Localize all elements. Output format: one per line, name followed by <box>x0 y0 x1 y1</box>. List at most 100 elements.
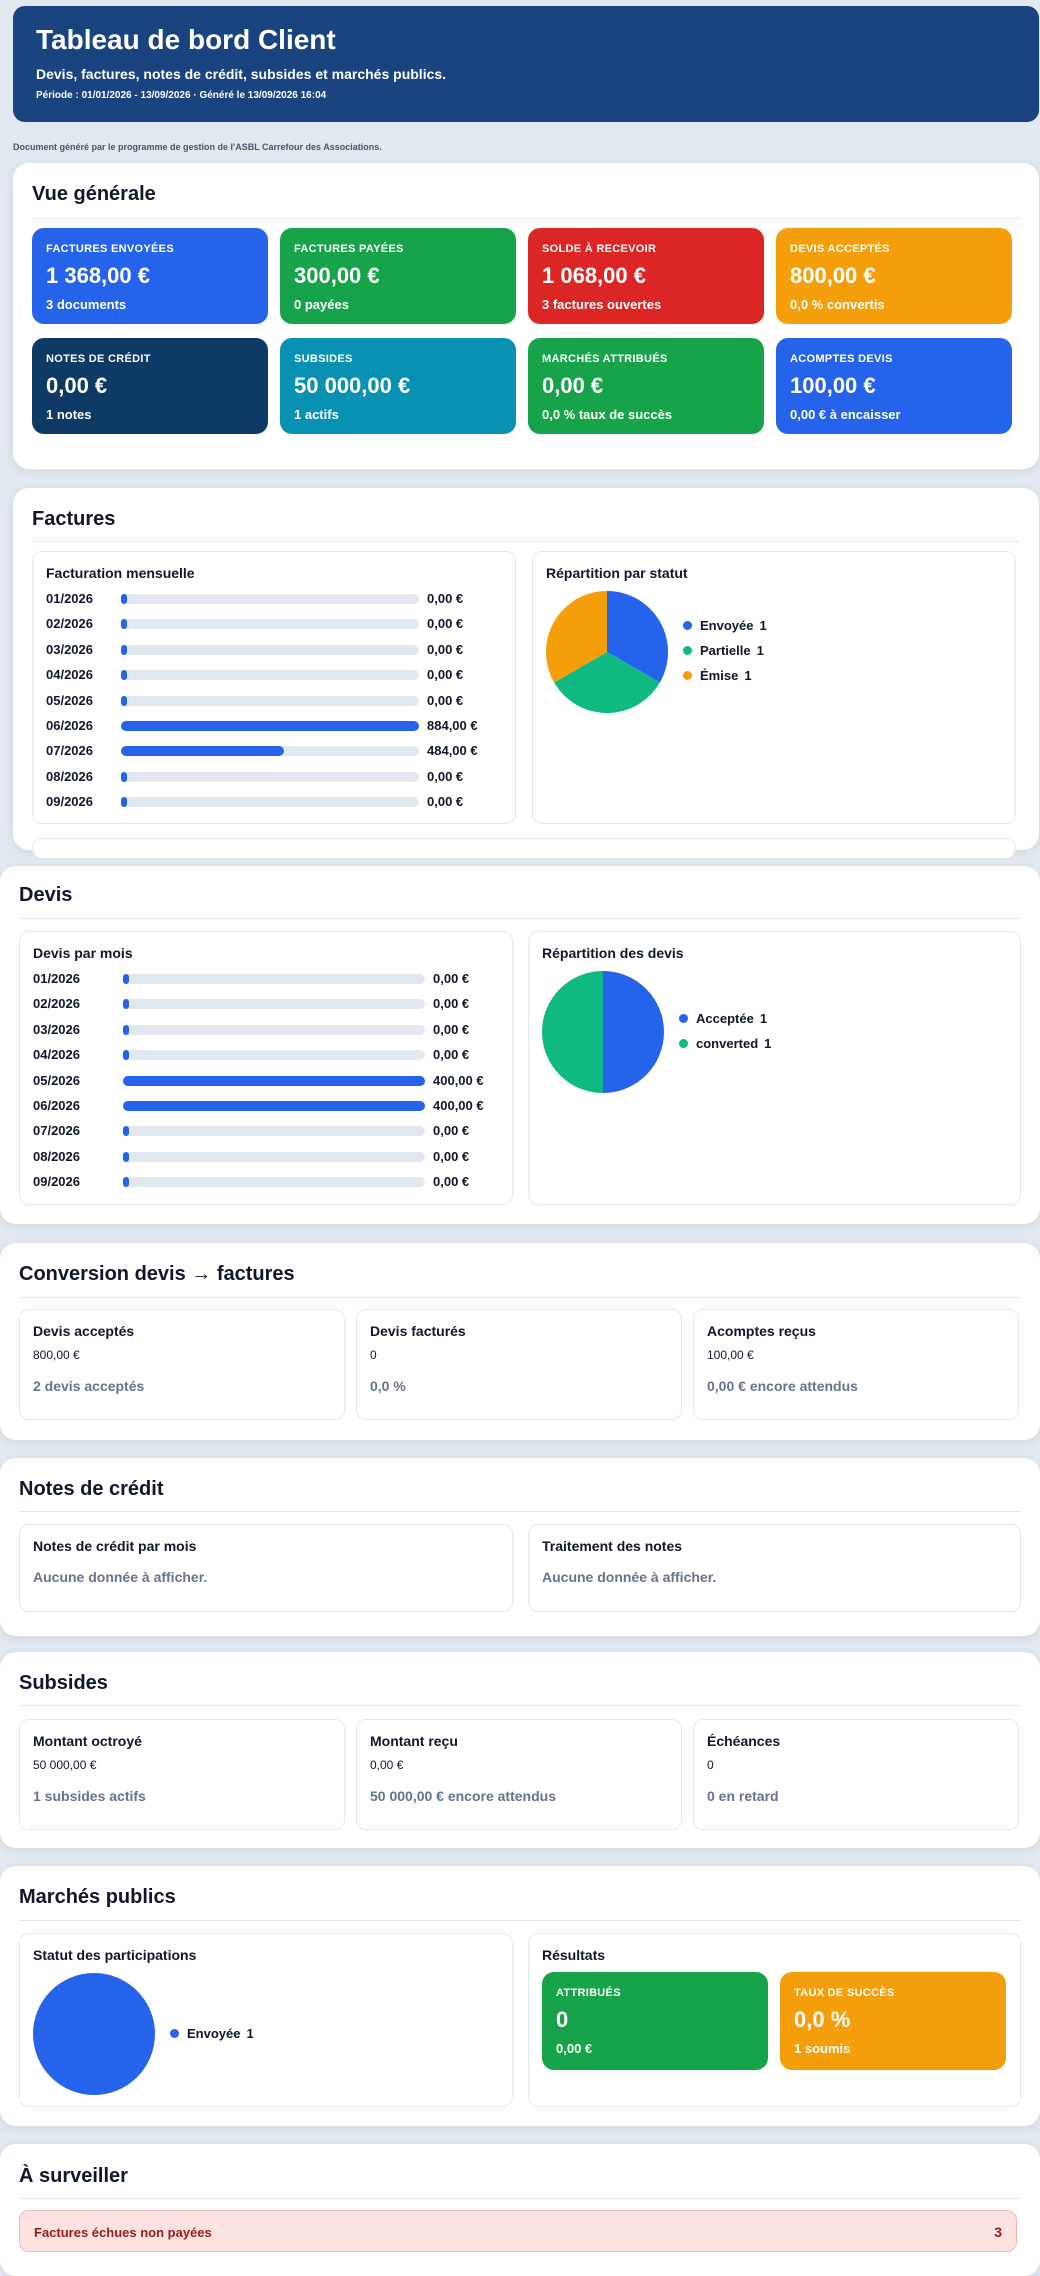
stat-box: Montant octroyé 50 000,00 € 1 subsides act… <box>19 1719 345 1830</box>
legend-count: 1 <box>246 2026 254 2041</box>
kpi-value: 50 000,00 € <box>294 373 411 398</box>
pie-slice <box>33 1973 155 2095</box>
kpi-subtext: 0,0 % convertis <box>790 297 885 312</box>
bar <box>123 974 129 984</box>
divider <box>32 541 1020 542</box>
dashboard-header: Tableau de bord Client Devis, factures, … <box>13 6 1039 122</box>
bar <box>121 644 127 655</box>
bar-value-label: 0,00 € <box>427 641 464 657</box>
bar-track <box>123 1151 425 1162</box>
bar-track <box>121 797 419 808</box>
bar-category-label: 03/2026 <box>33 1021 80 1037</box>
alert-label: Factures échues non payées <box>34 2225 212 2240</box>
divider <box>19 918 1021 919</box>
bar-value-label: 0,00 € <box>433 1123 470 1139</box>
credit-processing-box: Traitement des notes Aucune donnée à aff… <box>528 1524 1021 1612</box>
legend-dot <box>679 1014 688 1023</box>
bar-row: 07/2026 0,00 € <box>33 1122 473 1140</box>
bar <box>121 797 127 808</box>
kpi-subtext: 3 documents <box>46 297 127 312</box>
legend-dot <box>170 2029 179 2038</box>
result-subtext: 1 soumis <box>794 2041 851 2056</box>
bar-category-label: 08/2026 <box>46 768 93 784</box>
overdue-invoices-alert[interactable]: Factures échues non payées 3 <box>19 2210 1017 2252</box>
bar-row: 09/2026 0,00 € <box>46 793 486 811</box>
bar-value-label: 0,00 € <box>427 591 464 606</box>
bar-category-label: 01/2026 <box>46 591 93 606</box>
bar-value-label: 484,00 € <box>427 743 478 759</box>
legend-item: Acceptée 1 <box>679 1006 771 1031</box>
kpi-label: Factures envoyées <box>46 243 174 255</box>
bar-value-label: 0,00 € <box>433 1021 470 1037</box>
stat-value: 0,00 € <box>370 1758 404 1772</box>
divider <box>19 1297 1021 1298</box>
legend-item: Envoyée 1 <box>170 2021 254 2046</box>
bar <box>121 670 127 681</box>
devis-status-box: Répartition des devis Acceptée 1 converted… <box>528 931 1021 1205</box>
kpi-value: 800,00 € <box>790 263 876 288</box>
result-value: 0,0 % <box>794 2007 851 2032</box>
kpi-label: Subsides <box>294 353 353 365</box>
bar-track <box>123 1024 425 1035</box>
legend-item: Émise 1 <box>683 663 767 688</box>
next-box-edge <box>32 838 1016 858</box>
devis-monthly-title: Devis par mois <box>33 945 133 961</box>
bar <box>121 619 127 630</box>
bar-value-label: 0,00 € <box>433 1174 470 1190</box>
devis-monthly-box: Devis par mois 01/2026 0,00 € 02/2026 0,00 … <box>19 931 513 1205</box>
alert-count: 3 <box>994 2224 1002 2240</box>
bar <box>121 695 127 706</box>
bar-row: 01/2026 0,00 € <box>46 590 486 608</box>
bar-value-label: 0,00 € <box>433 1047 470 1063</box>
kpi-value: 1 068,00 € <box>542 263 646 288</box>
legend-label: Émise <box>700 668 739 683</box>
bar-value-label: 0,00 € <box>427 768 464 784</box>
bar <box>123 1101 425 1111</box>
bar-row: 07/2026 484,00 € <box>46 742 486 760</box>
bar <box>121 746 285 757</box>
stat-detail: 0,0 % <box>370 1378 406 1394</box>
page-title: Tableau de bord Client <box>36 24 336 55</box>
bar-track <box>121 619 419 630</box>
kpi-subtext: 3 factures ouvertes <box>542 297 662 312</box>
bar-category-label: 05/2026 <box>46 692 93 708</box>
bar-track <box>123 1050 425 1061</box>
bar <box>123 1177 129 1188</box>
page-subtitle: Devis, factures, notes de crédit, subsid… <box>36 66 447 82</box>
stat-value: 0 <box>370 1348 377 1362</box>
kpi-card: Notes de crédit 0,00 € 1 notes <box>32 338 268 434</box>
conversion-panel: Conversion devis → factures Devis accept… <box>0 1243 1040 1440</box>
kpi-subtext: 1 actifs <box>294 407 339 422</box>
participation-status-pie <box>33 1973 155 2095</box>
stat-title: Devis acceptés <box>33 1323 135 1339</box>
legend-count: 1 <box>764 1036 772 1051</box>
conversion-title: Conversion devis → factures <box>19 1263 295 1285</box>
divider <box>32 218 1020 219</box>
bar-track <box>121 695 419 706</box>
divider <box>19 1920 1021 1921</box>
generated-note: Document généré par le programme de gest… <box>13 142 382 152</box>
credit-monthly-box: Notes de crédit par mois Aucune donnée à… <box>19 1524 513 1612</box>
bar-track <box>123 1177 425 1188</box>
bar <box>121 721 419 731</box>
bar-value-label: 400,00 € <box>433 1072 484 1088</box>
bar <box>121 771 127 782</box>
overview-title: Vue générale <box>32 183 156 205</box>
monthly-invoicing-box: Facturation mensuelle 01/2026 0,00 €02/20… <box>32 551 516 824</box>
bar-category-label: 06/2026 <box>33 1098 80 1113</box>
bar-track <box>121 670 419 681</box>
report-period: Période : 01/01/2026 - 13/09/2026 · Géné… <box>36 90 327 101</box>
stat-detail: 0,00 € encore attendus <box>707 1378 858 1394</box>
devis-status-pie <box>542 971 664 1093</box>
pie-slice <box>554 652 660 713</box>
divider <box>19 1705 1021 1706</box>
stat-box: Montant reçu 0,00 € 50 000,00 € encore att… <box>356 1719 682 1830</box>
bar <box>121 594 127 604</box>
invoice-status-legend: Envoyée 1 Partielle 1 Émise 1 <box>683 613 767 688</box>
result-value: 0 <box>556 2007 569 2032</box>
kpi-subtext: 0,0 % taux de succès <box>542 407 673 422</box>
bar-category-label: 09/2026 <box>46 794 93 810</box>
kpi-subtext: 0,00 € à encaisser <box>790 407 901 422</box>
stat-detail: 2 devis acceptés <box>33 1378 145 1394</box>
stat-box: Échéances 0 0 en retard <box>693 1719 1019 1830</box>
